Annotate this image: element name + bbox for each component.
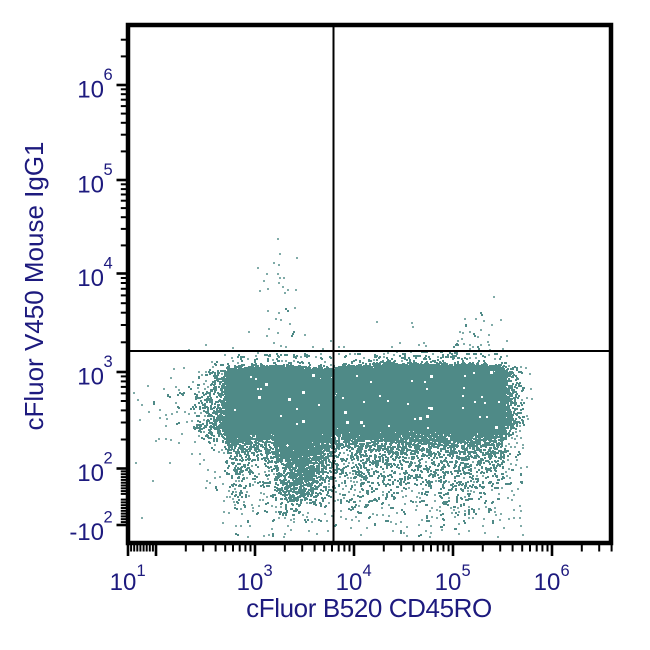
svg-text:6: 6 xyxy=(561,562,570,580)
svg-text:5: 5 xyxy=(104,161,113,179)
svg-text:cFluor V450 Mouse IgG1: cFluor V450 Mouse IgG1 xyxy=(19,141,49,430)
svg-text:4: 4 xyxy=(363,562,372,580)
svg-text:10: 10 xyxy=(77,460,104,487)
svg-text:10: 10 xyxy=(77,265,104,292)
svg-text:4: 4 xyxy=(104,255,113,273)
svg-text:10: 10 xyxy=(534,569,561,596)
svg-text:10: 10 xyxy=(110,569,137,596)
svg-text:10: 10 xyxy=(77,77,104,104)
svg-text:10: 10 xyxy=(77,364,104,391)
svg-text:5: 5 xyxy=(462,562,471,580)
svg-text:10: 10 xyxy=(435,569,462,596)
svg-text:cFluor B520 CD45RO: cFluor B520 CD45RO xyxy=(246,593,492,623)
svg-text:2: 2 xyxy=(104,450,113,468)
svg-text:6: 6 xyxy=(104,66,113,84)
svg-text:10: 10 xyxy=(237,569,264,596)
svg-text:3: 3 xyxy=(264,562,273,580)
svg-text:10: 10 xyxy=(77,172,104,199)
svg-text:1: 1 xyxy=(137,562,146,580)
svg-text:2: 2 xyxy=(104,509,113,527)
svg-text:3: 3 xyxy=(104,353,113,371)
svg-text:-10: -10 xyxy=(69,519,104,546)
svg-text:10: 10 xyxy=(336,569,363,596)
